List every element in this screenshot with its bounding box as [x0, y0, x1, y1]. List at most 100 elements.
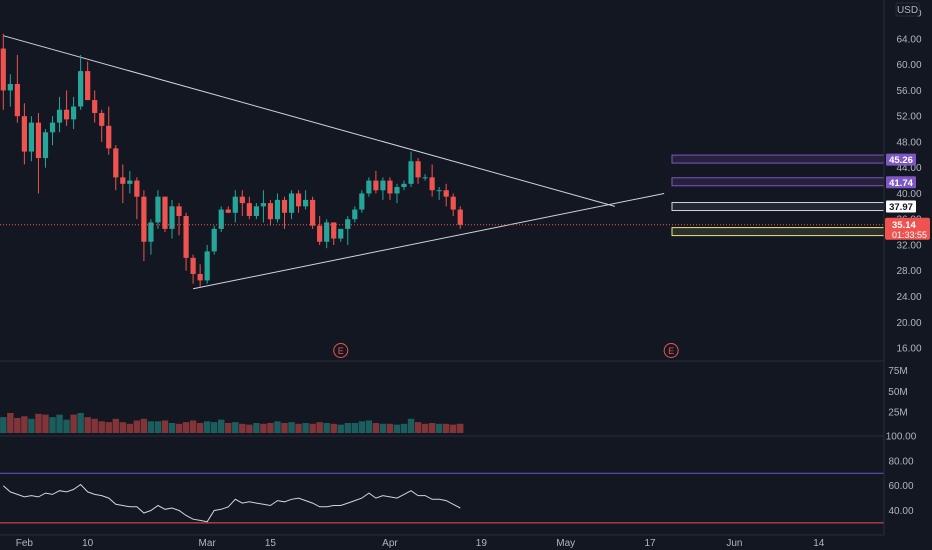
trendline-layer[interactable] — [3, 35, 665, 290]
candle-body — [225, 209, 231, 213]
price-zone-37.97[interactable] — [671, 202, 885, 212]
candle-body — [324, 222, 330, 242]
volume-bar — [21, 416, 28, 433]
time-tick-label: Mar — [199, 538, 217, 549]
candle-body — [232, 196, 238, 213]
candle — [457, 206, 463, 229]
candle — [99, 109, 105, 142]
candle — [162, 196, 168, 233]
earnings-marker[interactable]: E — [663, 343, 679, 358]
candle-body — [0, 48, 6, 91]
candle-body — [35, 122, 42, 159]
currency-label[interactable]: USD — [895, 2, 920, 17]
candle — [120, 164, 126, 204]
earnings-label: E — [338, 346, 344, 356]
volume-bar — [133, 420, 141, 433]
rsi-axis[interactable]: 100.00 80.00 60.00 40.00 — [886, 432, 917, 517]
earnings-circle — [663, 343, 679, 358]
candle — [7, 74, 13, 107]
descending-trendline[interactable] — [3, 35, 616, 207]
volume-bar — [168, 422, 176, 433]
volume-bar — [330, 423, 337, 433]
volume-bar — [147, 421, 155, 433]
earnings-label: E — [668, 346, 674, 356]
candle-body — [281, 199, 288, 213]
volume-bar — [182, 422, 190, 433]
candle-body — [457, 209, 463, 225]
candle-body — [331, 222, 337, 239]
candle-body — [7, 83, 13, 91]
rsi-pane[interactable] — [0, 472, 884, 524]
ascending-trendline[interactable] — [193, 192, 665, 290]
volume-bar — [218, 419, 225, 433]
candle — [274, 193, 281, 223]
price-badge-label: 41.74 — [889, 178, 913, 189]
candle-body — [148, 222, 154, 242]
price-tick-label: 48.00 — [896, 137, 921, 148]
price-badge: 45.26 — [886, 153, 916, 166]
volume-pane[interactable] — [0, 412, 464, 433]
currency-text: USD — [897, 5, 918, 16]
candle — [106, 106, 112, 155]
candle-body — [204, 251, 210, 281]
volume-bar — [386, 423, 394, 433]
candle-body — [113, 148, 119, 178]
volume-bar — [35, 413, 42, 433]
candle — [415, 158, 421, 184]
volume-bar — [70, 414, 77, 433]
candle — [71, 96, 77, 130]
volume-bar — [154, 421, 162, 433]
candle — [63, 90, 70, 126]
candle-body — [155, 196, 161, 223]
candle-body — [253, 206, 259, 216]
candle — [14, 55, 20, 123]
volume-bar — [105, 422, 112, 433]
volume-bar — [203, 421, 211, 433]
volume-bar — [379, 423, 387, 433]
candle — [338, 228, 344, 242]
volume-bar — [457, 423, 464, 433]
candle — [190, 254, 196, 284]
volume-bar — [393, 424, 401, 433]
time-tick-label: 14 — [813, 538, 825, 549]
volume-tick-label: 50M — [888, 387, 907, 398]
candle-body — [415, 161, 421, 178]
rsi-line — [2, 483, 461, 523]
price-tick-label: 20.00 — [896, 318, 921, 329]
price-zone-45.26[interactable] — [671, 154, 885, 164]
candle — [183, 212, 189, 271]
candle — [56, 96, 63, 133]
volume-bar — [442, 423, 450, 433]
candle — [113, 145, 119, 191]
candle-body — [28, 122, 35, 152]
candle-body — [246, 203, 252, 216]
candle-body — [408, 161, 414, 184]
price-zone-34.00[interactable] — [671, 227, 885, 237]
volume-bar — [232, 422, 239, 433]
price-zone-41.74[interactable] — [671, 177, 885, 187]
time-tick-label: 17 — [644, 538, 656, 549]
candle — [387, 177, 393, 200]
candle — [359, 190, 365, 213]
candle-body — [373, 180, 379, 191]
earnings-marker[interactable]: E — [333, 343, 349, 358]
candle-body — [422, 177, 428, 179]
time-tick-label: 15 — [265, 538, 277, 549]
volume-bar — [189, 420, 197, 433]
price-zone-layer[interactable] — [671, 154, 885, 237]
volume-bar — [84, 417, 91, 433]
candle — [260, 190, 267, 223]
volume-axis[interactable]: 75M 50M 25M — [888, 366, 907, 419]
candle — [155, 190, 161, 229]
candle — [295, 190, 302, 213]
price-badge: 37.97 — [886, 200, 916, 213]
time-axis[interactable]: Feb 10 Mar 15 Apr 19 May 17 Jun 14 — [16, 538, 825, 549]
candle-body — [401, 183, 407, 188]
volume-bar — [14, 417, 21, 433]
